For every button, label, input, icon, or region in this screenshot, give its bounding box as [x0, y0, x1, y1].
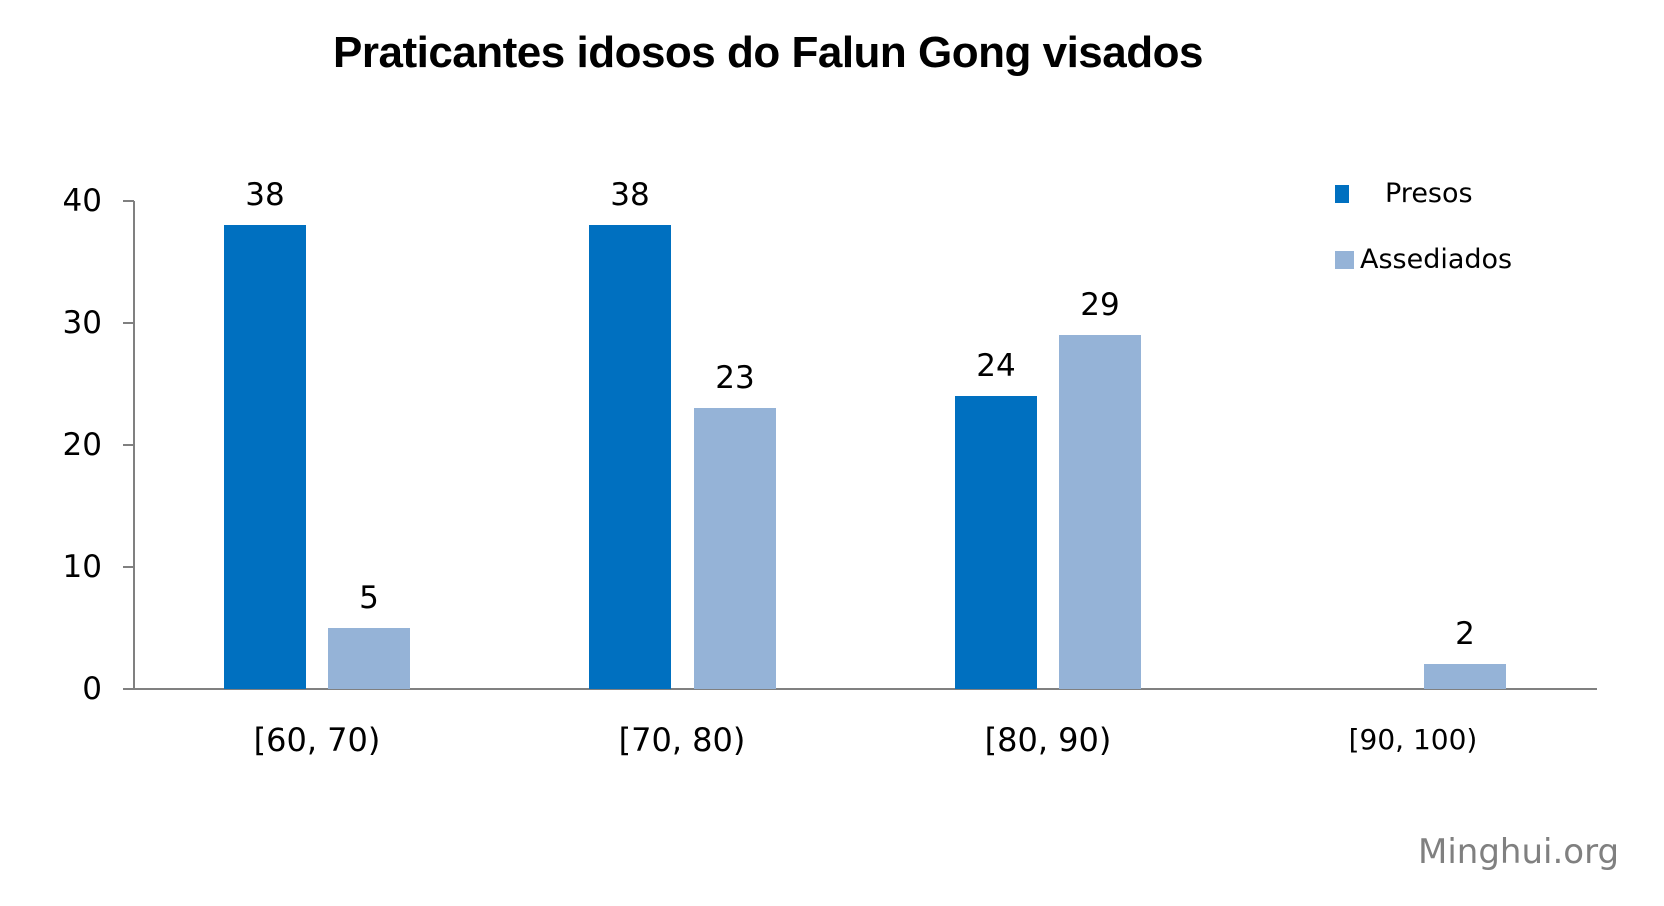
y-tick-label-30: 30 — [62, 305, 102, 341]
value-label-assediados-70-80: 23 — [715, 360, 755, 396]
y-tick-30 — [123, 322, 134, 324]
bar-assediados-70-80 — [694, 408, 776, 689]
y-tick-10 — [123, 566, 134, 568]
bar-presos-70-80 — [589, 225, 671, 689]
bar-presos-60-70 — [224, 225, 306, 689]
watermark: Minghui.org — [1418, 832, 1620, 872]
value-label-presos-70-80: 38 — [610, 177, 650, 213]
y-axis-line — [133, 201, 135, 690]
x-category-60-70: [60, 70) — [253, 721, 381, 759]
y-tick-label-0: 0 — [82, 671, 102, 707]
value-label-presos-60-70: 38 — [245, 177, 285, 213]
chart-title: Praticantes idosos do Falun Gong visados — [333, 28, 1203, 77]
x-category-90-100: [90, 100) — [1348, 723, 1478, 756]
x-category-70-80: [70, 80) — [618, 721, 746, 759]
bar-presos-80-90 — [955, 396, 1037, 689]
bar-assediados-80-90 — [1059, 335, 1141, 689]
bar-assediados-90-100 — [1424, 664, 1506, 689]
y-tick-label-40: 40 — [62, 183, 102, 219]
x-axis-line — [123, 688, 1597, 690]
legend-label-assediados: Assediados — [1360, 244, 1513, 275]
y-tick-20 — [123, 444, 134, 446]
legend-label-presos: Presos — [1385, 178, 1473, 209]
value-label-assediados-90-100: 2 — [1455, 616, 1475, 652]
value-label-presos-80-90: 24 — [976, 348, 1016, 384]
legend-swatch-presos — [1335, 185, 1349, 203]
legend-swatch-assediados — [1335, 251, 1354, 269]
x-category-80-90: [80, 90) — [984, 721, 1112, 759]
y-tick-label-10: 10 — [62, 549, 102, 585]
value-label-assediados-60-70: 5 — [359, 580, 379, 616]
y-tick-label-20: 20 — [62, 427, 102, 463]
value-label-assediados-80-90: 29 — [1080, 287, 1120, 323]
bar-assediados-60-70 — [328, 628, 410, 689]
y-tick-40 — [123, 200, 134, 202]
